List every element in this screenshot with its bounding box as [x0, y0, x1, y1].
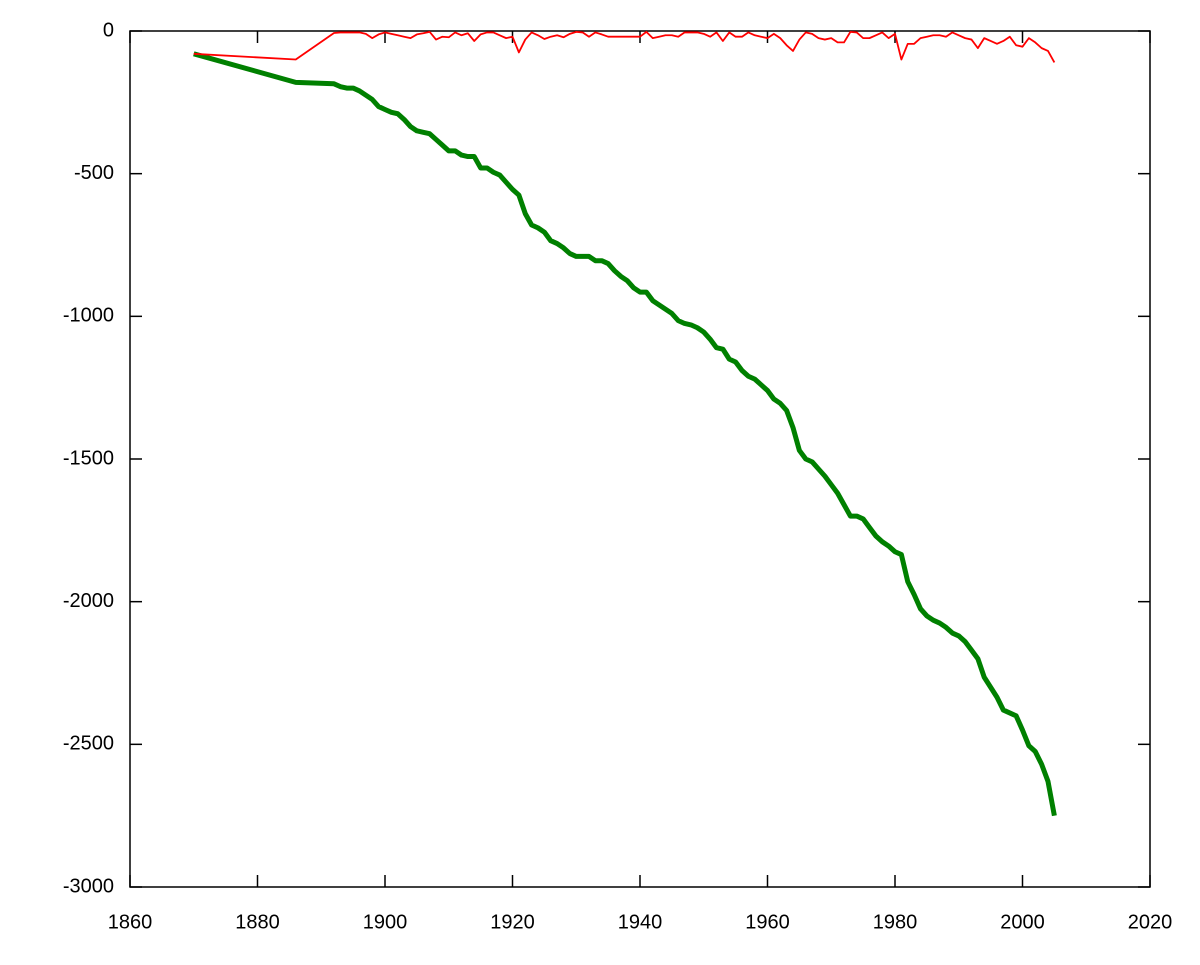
x-tick-label: 1920 — [490, 911, 535, 933]
data-line — [193, 30, 1056, 63]
x-tick-label: 1960 — [745, 911, 790, 933]
y-tick-label: -500 — [74, 162, 114, 184]
x-tick-label: 1900 — [363, 911, 408, 933]
y-tick-label: 0 — [103, 19, 114, 41]
x-tick-label: 2000 — [1000, 911, 1045, 933]
x-tick-label: 1940 — [618, 911, 663, 933]
y-tick-label: -1500 — [63, 447, 114, 469]
x-tick-label: 1880 — [235, 911, 280, 933]
y-tick-label: -1000 — [63, 305, 114, 327]
y-tick-label: -2500 — [63, 733, 114, 755]
y-tick-label: -2000 — [63, 590, 114, 612]
y-tick-label: -3000 — [63, 875, 114, 897]
data-line — [193, 51, 1057, 817]
x-tick-label: 1860 — [108, 911, 153, 933]
x-tick-label: 2020 — [1128, 911, 1173, 933]
plot-frame — [129, 30, 1151, 888]
x-tick-label: 1980 — [873, 911, 918, 933]
